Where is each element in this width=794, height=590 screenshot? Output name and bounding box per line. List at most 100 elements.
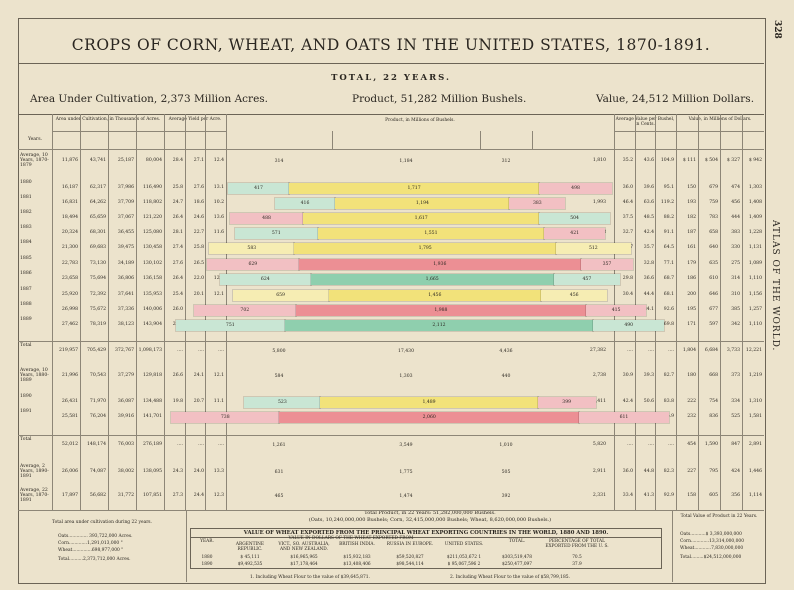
yield-cell: 26.4: [172, 276, 183, 281]
value-cell: 373: [731, 373, 740, 378]
product-bar-label: 498: [571, 186, 580, 191]
product-bar-label: 2,060: [422, 415, 436, 420]
price-cell: 37.5: [622, 215, 633, 220]
price-cell: ....: [627, 442, 633, 447]
price-cell: 44.4: [643, 292, 654, 297]
product-bar: [170, 411, 281, 424]
area-line-corn: Corn.............1,291,013,000 ": [58, 541, 123, 546]
row-rule: [18, 341, 764, 342]
price-cell: 92.9: [663, 493, 674, 498]
area-cell: 37,641: [117, 292, 134, 297]
wheat-export-cell: $16,965,965: [290, 555, 318, 560]
value-line-wheat: Wheat............7,830,000,000: [680, 546, 744, 551]
area-cell: 116,490: [143, 185, 162, 190]
product-bar-label: 383: [532, 201, 542, 206]
product-bar: [293, 242, 558, 255]
column-rule: [655, 114, 656, 510]
value-cell: 525: [731, 414, 740, 419]
yield-cell: 24.7: [172, 200, 183, 205]
area-cell: 25,920: [61, 292, 78, 297]
wheat-export-cell: $9,492,535: [237, 562, 263, 567]
value-cell: 1,590: [704, 442, 718, 447]
price-cell: 68.1: [663, 292, 674, 297]
value-cell: 1,110: [748, 276, 762, 281]
product-bar: [278, 411, 581, 424]
value-cell: 836: [709, 414, 718, 419]
footer-rule: [672, 510, 673, 582]
wheat-export-subtitle: VALUE IN DOLLARS OF THE WHEAT EXPORTED F…: [288, 536, 414, 541]
area-cell: 148,174: [87, 442, 106, 447]
area-cell: 22,783: [61, 261, 78, 266]
yield-cell: 28.1: [172, 230, 183, 235]
column-rule: [742, 114, 743, 510]
area-cell: 121,220: [143, 215, 162, 220]
header-rule: [614, 131, 764, 132]
value-cell: 1,131: [748, 245, 762, 250]
column-rule: [332, 131, 333, 149]
price-cell: 91.1: [663, 230, 674, 235]
table-bottom-rule: [18, 510, 764, 511]
price-cell: 42.4: [622, 399, 633, 404]
area-cell: 37,986: [117, 185, 134, 190]
value-cell: 605: [709, 493, 718, 498]
product-total: Total Product, in 22 Years: 51,282,000,0…: [364, 510, 496, 516]
product-bar: [174, 319, 287, 332]
area-cell: 39,916: [117, 414, 134, 419]
price-cell: 35.7: [643, 245, 654, 250]
area-cell: 136,158: [143, 276, 162, 281]
product-bar: [294, 304, 587, 317]
yield-cell: 22.7: [193, 230, 204, 235]
wheat-export-cell: $17,178,464: [290, 562, 318, 567]
area-cell: 118,802: [143, 200, 162, 205]
row-label: Total: [20, 437, 32, 442]
product-wheat-cell: 1,010: [499, 443, 513, 448]
price-cell: 36.0: [622, 469, 633, 474]
area-cell: 27,462: [61, 322, 78, 327]
area-cell: 69,683: [89, 245, 106, 250]
wheat-export-cell: $303,519,478: [501, 555, 533, 560]
area-cell: 37,336: [117, 307, 134, 312]
yield-cell: 12.1: [213, 292, 224, 297]
summary-area: Area Under Cultivation, 2,373 Million Ac…: [30, 93, 269, 105]
area-line-total: Total..........2,373,712,000 Acres.: [58, 557, 131, 562]
yield-cell: ....: [177, 348, 183, 353]
wheat-export-cell: $ 45,111: [240, 555, 260, 560]
row-label: 1884: [20, 240, 32, 245]
row-label: 1885: [20, 256, 32, 261]
column-rule: [80, 114, 81, 510]
price-cell: 119.2: [660, 200, 674, 205]
column-rule: [676, 114, 677, 510]
value-cell: 1,089: [748, 261, 762, 266]
price-cell: 85.9: [663, 414, 674, 419]
area-cell: 21,996: [61, 373, 78, 378]
product-bar: [538, 212, 612, 225]
product-corn-cell: 1,775: [399, 470, 413, 475]
product-corn-cell: 17,430: [397, 349, 415, 354]
yield-cell: ....: [177, 442, 183, 447]
footer-rule: [186, 510, 187, 582]
product-bar: [536, 396, 597, 409]
title-rule: [18, 63, 764, 64]
product-bar-label: 504: [570, 216, 579, 221]
wheat-export-col-header: PERCENTAGE OF TOTAL EXPORTED FROM THE U.…: [545, 539, 609, 549]
area-cell: 43,741: [89, 158, 106, 163]
product-bar-label: 416: [300, 201, 310, 206]
price-cell: 68.7: [663, 276, 674, 281]
product-bar-label: 738: [220, 415, 230, 420]
product-bar-label: 583: [247, 246, 257, 251]
product-bar-label: 1,194: [415, 201, 429, 206]
header-rule: [52, 131, 164, 132]
product-total-cell: 2,738: [592, 373, 606, 378]
product-bar-label: 417: [254, 186, 263, 191]
product-total-cell: 27,382: [589, 348, 606, 353]
value-cell: 186: [687, 276, 696, 281]
value-cell: 1,409: [748, 215, 762, 220]
area-cell: 34,189: [117, 261, 134, 266]
value-cell: 1,257: [748, 307, 762, 312]
yield-cell: 27.4: [172, 245, 183, 250]
price-cell: 36.6: [643, 276, 654, 281]
product-bar-label: 415: [611, 308, 621, 313]
yield-cell: 25.8: [193, 245, 204, 250]
price-cell: 39.6: [643, 185, 654, 190]
column-rule: [52, 114, 53, 510]
